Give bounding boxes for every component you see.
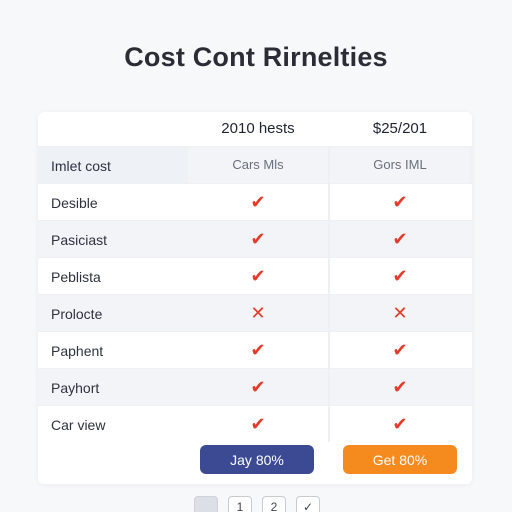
check-icon: ✔ bbox=[392, 229, 408, 249]
row-label: Peblista bbox=[51, 269, 101, 285]
column-divider bbox=[328, 258, 330, 294]
check-icon: ✔ bbox=[250, 266, 266, 286]
check-icon: ✔ bbox=[250, 192, 266, 212]
column-divider bbox=[328, 184, 330, 220]
page-title: Cost Cont Rirnelties bbox=[124, 42, 388, 72]
column-divider bbox=[328, 369, 330, 405]
check-icon: ✔ bbox=[392, 266, 408, 286]
check-icon: ✔ bbox=[250, 414, 266, 434]
column-divider bbox=[328, 221, 330, 257]
page-1-button[interactable]: 1 bbox=[228, 496, 252, 512]
column-divider bbox=[328, 332, 330, 368]
row-label: Payhort bbox=[51, 380, 100, 396]
table-row: Payhort ✔ ✔ bbox=[38, 368, 472, 405]
plan-button-orange[interactable]: Get 80% bbox=[343, 445, 457, 474]
check-icon: ✔ bbox=[392, 414, 408, 434]
check-icon: ✔ bbox=[392, 377, 408, 397]
page-prev-button[interactable] bbox=[194, 496, 218, 512]
pricing-card: 2010 hests $25/201 Imlet cost Cars Mls G… bbox=[38, 112, 472, 484]
row-label: Paphent bbox=[51, 343, 104, 359]
row-label: Car view bbox=[51, 417, 106, 433]
pagination: 1 2 ✓ bbox=[194, 496, 320, 512]
table-row: Prolocte ✕ ✕ bbox=[38, 294, 472, 331]
cross-icon: ✕ bbox=[392, 303, 408, 323]
table-header-cell-2: Gors IML bbox=[330, 147, 470, 183]
table-header-cell-1: Cars Mls bbox=[188, 147, 328, 183]
column-divider bbox=[328, 295, 330, 331]
column-headers: 2010 hests $25/201 bbox=[38, 112, 472, 146]
table-row: Car view ✔ ✔ bbox=[38, 405, 472, 442]
cross-icon: ✕ bbox=[250, 303, 266, 323]
row-label: Imlet cost bbox=[51, 158, 111, 174]
check-icon: ✔ bbox=[392, 192, 408, 212]
row-label: Prolocte bbox=[51, 306, 103, 322]
comparison-table: Imlet cost Cars Mls Gors IML Desible ✔ ✔… bbox=[38, 146, 472, 442]
table-row: Peblista ✔ ✔ bbox=[38, 257, 472, 294]
column-header-2: $25/201 bbox=[372, 120, 428, 137]
check-icon: ✔ bbox=[392, 340, 408, 360]
row-label: Pasiciast bbox=[51, 232, 108, 248]
column-header-1: 2010 hests bbox=[221, 120, 295, 137]
page-check-button[interactable]: ✓ bbox=[296, 496, 320, 512]
table-header-row: Imlet cost Cars Mls Gors IML bbox=[38, 146, 472, 183]
page-2-button[interactable]: 2 bbox=[262, 496, 286, 512]
plan-button-blue[interactable]: Jay 80% bbox=[200, 445, 314, 474]
check-icon: ✔ bbox=[250, 340, 266, 360]
check-icon: ✔ bbox=[250, 229, 266, 249]
column-divider bbox=[328, 147, 330, 183]
table-row: Pasiciast ✔ ✔ bbox=[38, 220, 472, 257]
row-label: Desible bbox=[51, 195, 98, 211]
check-icon: ✔ bbox=[250, 377, 266, 397]
table-row: Paphent ✔ ✔ bbox=[38, 331, 472, 368]
column-divider bbox=[328, 406, 330, 442]
table-row: Desible ✔ ✔ bbox=[38, 183, 472, 220]
